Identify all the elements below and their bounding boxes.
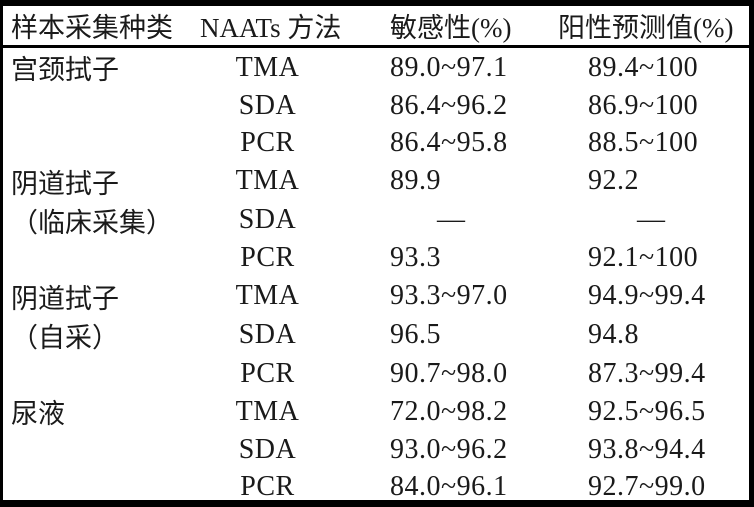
sensitivity-cell: 86.4~95.8: [390, 126, 508, 158]
ppv-cell: 92.5~96.5: [588, 395, 706, 427]
table-row: 阴道拭子 TMA 89.9 92.2: [3, 162, 749, 201]
ppv-cell: 92.2: [588, 165, 639, 197]
ppv-cell: 87.3~99.4: [588, 357, 706, 389]
table-row: 尿液 TMA 72.0~98.2 92.5~96.5: [3, 392, 749, 431]
ppv-cell: —: [637, 204, 666, 236]
ppv-cell: 94.9~99.4: [588, 280, 706, 312]
ppv-cell: 86.9~100: [588, 89, 699, 121]
table-row: 阴道拭子 TMA 93.3~97.0 94.9~99.4: [3, 277, 749, 316]
header-naats-method: NAATs 方法: [200, 6, 341, 48]
sample-type-cell: （自采）: [11, 322, 119, 353]
sample-type-cell: [3, 124, 200, 161]
method-cell: SDA: [238, 204, 297, 236]
ppv-cell: 89.4~100: [588, 51, 699, 83]
ppv-cell: 88.5~100: [588, 126, 699, 158]
ppv-cell: 94.8: [588, 319, 639, 351]
sample-type-cell: 阴道拭子: [11, 168, 119, 199]
table-row: （临床采集） SDA — —: [3, 201, 749, 240]
header-sample-type: 样本采集种类: [3, 6, 200, 48]
method-cell: PCR: [240, 126, 295, 158]
sensitivity-cell: 93.0~96.2: [390, 433, 508, 465]
sensitivity-cell: 72.0~98.2: [390, 395, 508, 427]
table-row: PCR 93.3 92.1~100: [3, 240, 749, 277]
table-row: PCR 86.4~95.8 88.5~100: [3, 124, 749, 161]
table-row: SDA 93.0~96.2 93.8~94.4: [3, 431, 749, 468]
ppv-cell: 92.7~99.0: [588, 470, 706, 502]
method-cell: SDA: [238, 433, 297, 465]
sample-type-cell: [3, 431, 200, 468]
sensitivity-cell: 93.3~97.0: [390, 280, 508, 312]
sample-type-cell: （临床采集）: [11, 207, 173, 238]
method-cell: PCR: [240, 242, 295, 274]
table-header-row: 样本采集种类 NAATs 方法 敏感性(%) 阳性预测值(%): [3, 6, 749, 48]
method-cell: TMA: [235, 280, 300, 312]
header-sensitivity: 敏感性(%): [335, 6, 520, 48]
sensitivity-cell: 84.0~96.1: [390, 470, 508, 502]
method-cell: TMA: [235, 165, 300, 197]
sensitivity-cell: 90.7~98.0: [390, 357, 508, 389]
ppv-cell: 93.8~94.4: [588, 433, 706, 465]
table-row: 宫颈拭子 TMA 89.0~97.1 89.4~100: [3, 47, 749, 88]
sensitivity-cell: 89.0~97.1: [390, 51, 508, 83]
sensitivity-cell: 86.4~96.2: [390, 89, 508, 121]
sample-type-cell: 阴道拭子: [11, 283, 119, 314]
sample-type-cell: 宫颈拭子: [11, 55, 119, 85]
ppv-cell: 92.1~100: [588, 242, 699, 274]
sample-type-cell: [3, 87, 200, 124]
sample-type-cell: 尿液: [11, 399, 65, 430]
sample-type-cell: [3, 355, 200, 392]
table-row: PCR 90.7~98.0 87.3~99.4: [3, 355, 749, 392]
method-cell: TMA: [235, 395, 300, 427]
sensitivity-cell: 93.3: [390, 242, 441, 274]
method-cell: SDA: [238, 89, 297, 121]
table-row: SDA 86.4~96.2 86.9~100: [3, 87, 749, 124]
sensitivity-cell: —: [437, 204, 466, 236]
table-row: （自采） SDA 96.5 94.8: [3, 316, 749, 355]
sensitivity-cell: 89.9: [390, 165, 441, 197]
naats-performance-table: 样本采集种类 NAATs 方法 敏感性(%) 阳性预测值(%) 宫颈拭子 TMA 8…: [3, 6, 749, 502]
header-ppv: 阳性预测值(%): [520, 6, 749, 48]
table-row: PCR 84.0~96.1 92.7~99.0: [3, 468, 749, 502]
method-cell: TMA: [235, 51, 300, 83]
sample-type-cell: [3, 468, 200, 500]
table-body: 宫颈拭子 TMA 89.0~97.1 89.4~100 SDA 86.4~96.2 86.9…: [3, 47, 749, 502]
sensitivity-cell: 96.5: [390, 319, 441, 351]
method-cell: PCR: [240, 470, 295, 502]
sample-type-cell: [3, 240, 200, 277]
method-cell: PCR: [240, 357, 295, 389]
method-cell: SDA: [238, 319, 297, 351]
